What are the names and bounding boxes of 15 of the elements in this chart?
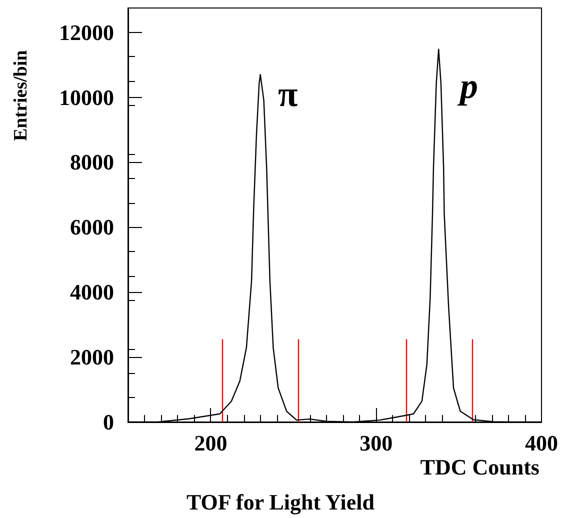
y-tick-label: 8000 (70, 150, 114, 175)
y-tick-label: 2000 (70, 344, 114, 370)
y-tick-label: 4000 (70, 280, 114, 305)
text: TOF for Light Yield (186, 490, 375, 514)
y-tick-label: 6000 (70, 214, 114, 240)
y-tick-label: 0 (103, 410, 114, 434)
x-axis-title: TDC Counts (420, 454, 540, 480)
y-axis-title: Entries/bin (10, 50, 32, 141)
x-tick-label: 300 (360, 430, 393, 456)
annotation: p (457, 66, 478, 106)
x-tick-label: 400 (525, 430, 558, 456)
x-tick-label: 200 (194, 430, 228, 456)
y-tick-label: 10000 (59, 84, 114, 110)
y-tick-label: 12000 (59, 20, 114, 45)
annotation: π (278, 74, 298, 114)
